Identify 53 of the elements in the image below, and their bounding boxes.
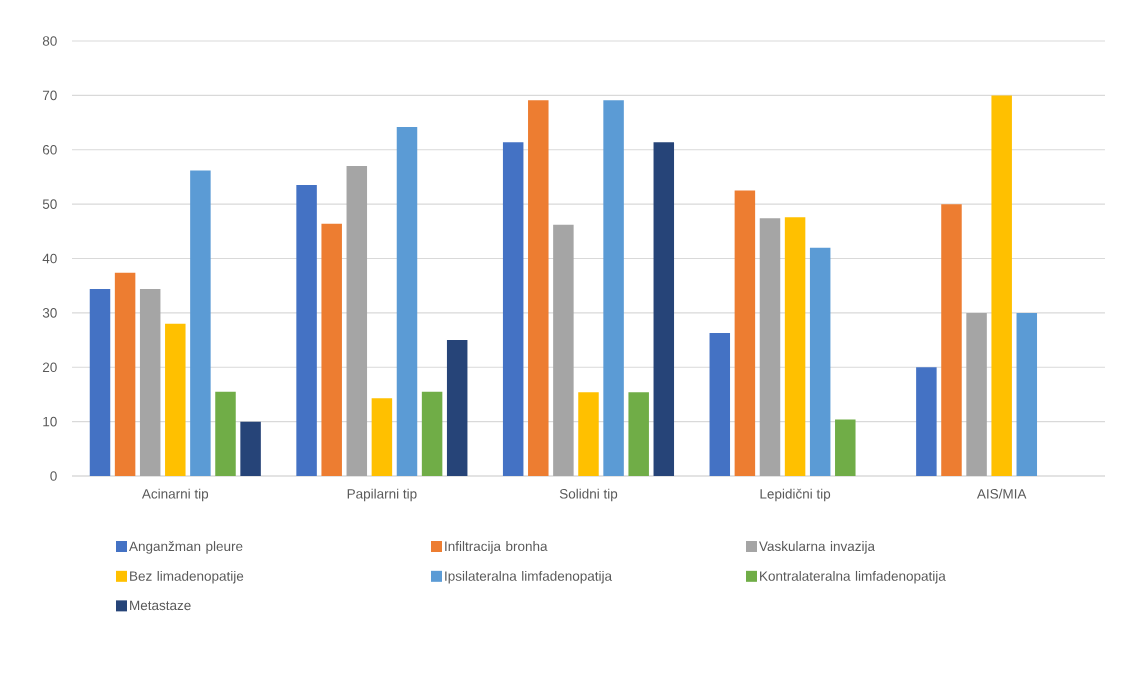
bar	[759, 218, 781, 476]
bar	[553, 224, 574, 476]
bar	[1016, 312, 1038, 476]
bar	[296, 185, 317, 476]
bar	[190, 170, 211, 476]
x-tick-label: Lepidični tip	[760, 488, 831, 502]
x-tick-label: Solidni tip	[559, 488, 618, 502]
bar	[321, 223, 342, 476]
y-tick-label: 50	[42, 199, 57, 209]
bar	[628, 392, 649, 476]
y-tick-label: 10	[43, 416, 57, 427]
y-tick-label: 70	[42, 90, 57, 101]
x-tick-label: AIS/MIA	[976, 488, 1027, 499]
bar	[421, 391, 443, 476]
bar	[835, 419, 856, 476]
y-tick-label: 30	[42, 308, 57, 318]
bar	[966, 312, 987, 476]
bar	[734, 190, 756, 476]
bar	[139, 288, 161, 476]
y-tick-label: 40	[42, 253, 57, 264]
bar	[89, 288, 111, 476]
bar	[941, 204, 962, 476]
x-tick-label: Acinarni tip	[141, 488, 209, 502]
bar	[114, 272, 136, 476]
y-tick-label: 20	[42, 362, 57, 373]
bar	[215, 391, 236, 476]
legend-label: Vaskularna invazija	[759, 541, 876, 554]
bar	[528, 100, 549, 476]
bar	[603, 100, 624, 476]
bar	[502, 142, 524, 476]
y-tick-label: 80	[42, 36, 57, 46]
legend-label: Infiltracija bronha	[445, 541, 548, 554]
bar	[809, 247, 831, 476]
legend-label: Ipsilateralna limfadenopatija	[445, 570, 613, 584]
x-tick-label: Papilarni tip	[347, 488, 417, 502]
bar	[446, 340, 468, 476]
bar	[165, 323, 186, 476]
y-tick-label: 0	[50, 471, 57, 481]
bar	[916, 367, 937, 476]
bar	[371, 398, 393, 476]
legend-label: Anganžman pleure	[129, 541, 243, 554]
legend-label: Bez limadenopatije	[130, 570, 244, 584]
legend-label: Kontralateralna limfadenopatija	[760, 570, 946, 584]
bar	[240, 421, 261, 476]
bar	[346, 166, 368, 476]
bar	[396, 126, 418, 476]
bar	[709, 333, 731, 476]
bar	[653, 142, 675, 476]
bar	[991, 95, 1012, 476]
bar	[784, 217, 806, 476]
bar	[578, 392, 599, 476]
legend-label: Metastaze	[130, 600, 191, 611]
y-tick-label: 60	[42, 144, 57, 155]
